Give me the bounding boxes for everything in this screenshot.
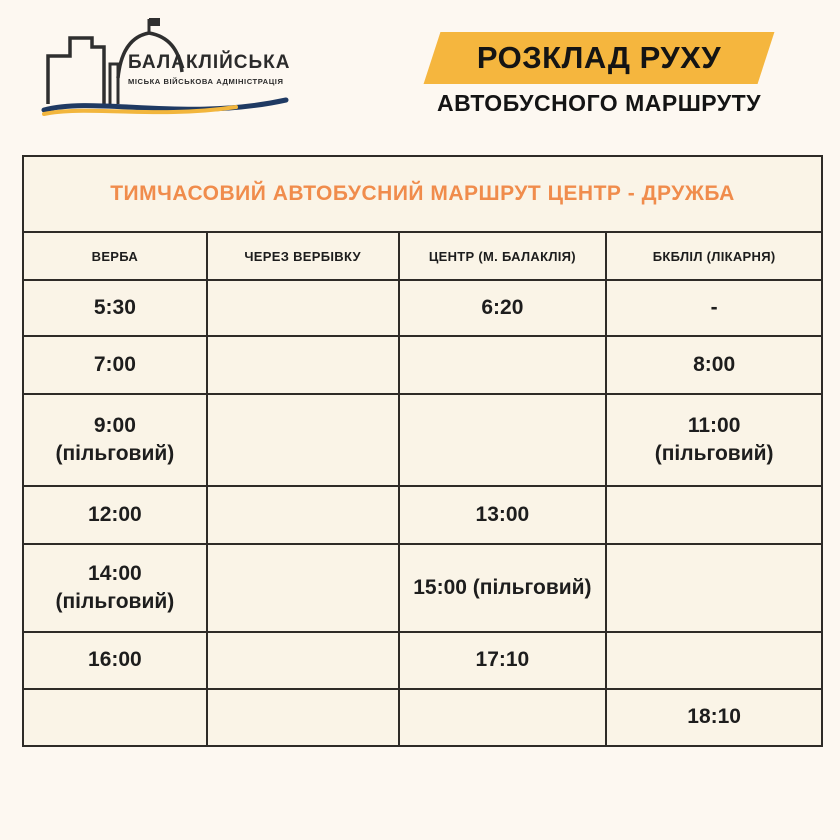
time-cell — [605, 543, 823, 633]
time-cell — [22, 688, 208, 747]
table-row: 18:10 — [22, 688, 823, 747]
time-cell — [205, 335, 400, 395]
time-cell — [205, 631, 400, 690]
time-cell: 6:20 — [397, 279, 608, 337]
time-cell: 11:00 (пільговий) — [605, 393, 823, 487]
column-header-cherez-verbivku: ЧЕРЕЗ ВЕРБІВКУ — [205, 231, 400, 281]
time-cell: 9:00 (пільговий) — [22, 393, 208, 487]
logo-title: БАЛАКЛІЙСЬКА — [128, 52, 291, 73]
column-header-likarnya: БКБЛІЛ (ЛІКАРНЯ) — [605, 231, 823, 281]
table-row: 14:00 (пільговий) 15:00 (пільговий) — [22, 543, 823, 633]
time-cell: 17:10 — [397, 631, 608, 690]
time-cell — [605, 485, 823, 545]
time-cell — [205, 393, 400, 487]
table-row: 9:00 (пільговий) 11:00 (пільговий) — [22, 393, 823, 487]
time-cell — [205, 543, 400, 633]
column-header-centr: ЦЕНТР (М. БАЛАКЛІЯ) — [397, 231, 608, 281]
banner-title: РОЗКЛАД РУХУ — [476, 40, 722, 75]
city-emblem-icon — [41, 18, 289, 116]
time-cell — [205, 485, 400, 545]
logo-subtitle: МІСЬКА ВІЙСЬКОВА АДМІНІСТРАЦІЯ — [128, 77, 284, 86]
column-header-verba: ВЕРБА — [22, 231, 208, 281]
time-cell: 18:10 — [605, 688, 823, 747]
time-cell — [397, 393, 608, 487]
table-header-row: ВЕРБА ЧЕРЕЗ ВЕРБІВКУ ЦЕНТР (М. БАЛАКЛІЯ)… — [22, 231, 823, 281]
table-title-row: ТИМЧАСОВИЙ АВТОБУСНИЙ МАРШРУТ ЦЕНТР - ДР… — [22, 155, 823, 233]
time-cell: 7:00 — [22, 335, 208, 395]
time-cell — [205, 279, 400, 337]
time-cell: 8:00 — [605, 335, 823, 395]
table-row: 12:00 13:00 — [22, 485, 823, 545]
time-cell: 15:00 (пільговий) — [397, 543, 608, 633]
banner-subtitle: АВТОБУСНОГО МАРШРУТУ — [436, 90, 762, 116]
table-title: ТИМЧАСОВИЙ АВТОБУСНИЙ МАРШРУТ ЦЕНТР - ДР… — [22, 155, 823, 233]
time-cell: - — [605, 279, 823, 337]
time-cell: 12:00 — [22, 485, 208, 545]
table-row: 7:00 8:00 — [22, 335, 823, 395]
bus-schedule-table: ТИМЧАСОВИЙ АВТОБУСНИЙ МАРШРУТ ЦЕНТР - ДР… — [22, 155, 823, 747]
schedule-banner: РОЗКЛАД РУХУ АВТОБУСНОГО МАРШРУТУ — [418, 30, 780, 118]
table-row: 5:30 6:20 - — [22, 279, 823, 337]
time-cell — [397, 688, 608, 747]
time-cell: 13:00 — [397, 485, 608, 545]
time-cell: 16:00 — [22, 631, 208, 690]
time-cell — [205, 688, 400, 747]
time-cell: 14:00 (пільговий) — [22, 543, 208, 633]
time-cell: 5:30 — [22, 279, 208, 337]
time-cell — [397, 335, 608, 395]
time-cell — [605, 631, 823, 690]
administration-logo: БАЛАКЛІЙСЬКА МІСЬКА ВІЙСЬКОВА АДМІНІСТРА… — [36, 12, 292, 130]
table-row: 16:00 17:10 — [22, 631, 823, 690]
